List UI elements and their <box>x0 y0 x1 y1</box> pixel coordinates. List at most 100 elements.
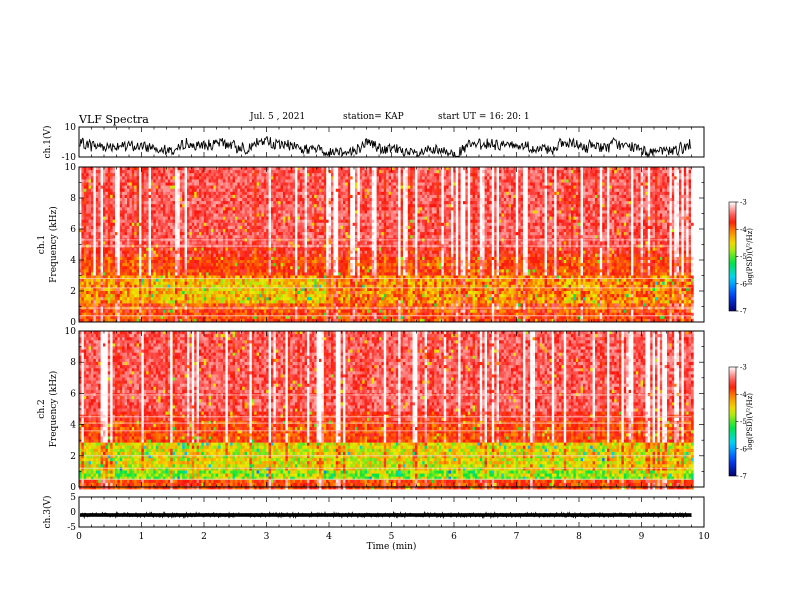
spectrogram-cell <box>175 223 178 226</box>
spectrogram-cell <box>182 294 185 297</box>
spectrogram-cell <box>182 254 185 257</box>
spectrogram-cell <box>91 217 94 220</box>
spectrogram-cell <box>187 170 190 173</box>
spectrogram-cell <box>149 279 152 282</box>
spectrogram-cell <box>269 291 272 294</box>
spectrogram-cell <box>237 316 240 319</box>
spectrogram-cell <box>170 316 173 319</box>
spectrogram-cell <box>283 266 286 269</box>
spectrogram-cell <box>302 226 305 229</box>
spectrogram-cell <box>235 294 238 297</box>
spectrogram-cell <box>93 204 96 207</box>
spectrogram-cell <box>101 291 104 294</box>
spectrogram-cell <box>278 173 281 176</box>
spectrogram-cell <box>122 210 125 213</box>
spectrogram-cell <box>273 186 276 189</box>
spectrogram-cell <box>91 316 94 319</box>
spectrogram-cell <box>221 167 224 170</box>
spectrogram-cell <box>261 291 264 294</box>
spectrogram-cell <box>309 279 312 282</box>
spectrogram-cell <box>194 282 197 285</box>
spectrogram-cell <box>139 207 142 210</box>
spectrogram-cell <box>259 198 262 201</box>
spectrogram-cell <box>98 214 101 217</box>
spectrogram-cell <box>127 232 130 235</box>
spectrogram-cell <box>103 291 106 294</box>
spectrogram-cell <box>305 248 308 251</box>
spectrogram-cell <box>281 189 284 192</box>
spectrogram-cell <box>165 210 168 213</box>
spectrogram-cell <box>187 288 190 291</box>
spectrogram-cell <box>125 232 128 235</box>
spectrogram-cell <box>115 235 118 238</box>
spectrogram-cell <box>173 173 176 176</box>
spectrogram-cell <box>223 232 226 235</box>
spectrogram-cell <box>177 183 180 186</box>
spectrogram-cell <box>156 272 159 275</box>
spectrogram-cell <box>91 170 94 173</box>
spectrogram-cell <box>266 254 269 257</box>
spectrogram-cell <box>187 217 190 220</box>
spectrogram-cell <box>165 263 168 266</box>
spectrogram-cell <box>187 241 190 244</box>
spectrogram-cell <box>235 217 238 220</box>
spectrogram-cell <box>197 214 200 217</box>
spectrogram-cell <box>288 220 291 223</box>
spectrogram-cell <box>110 241 113 244</box>
spectrogram-cell <box>257 186 260 189</box>
spectrogram-cell <box>91 210 94 213</box>
spectrogram-cell <box>89 272 92 275</box>
spectrogram-cell <box>98 297 101 300</box>
spectrogram-cell <box>259 189 262 192</box>
spectrogram-cell <box>276 214 279 217</box>
spectrogram-cell <box>235 210 238 213</box>
spectrogram-cell <box>297 220 300 223</box>
spectrogram-cell <box>170 173 173 176</box>
spectrogram-cell <box>221 220 224 223</box>
spectrogram-cell <box>237 266 240 269</box>
spectrogram-cell <box>249 235 252 238</box>
spectrogram-cell <box>293 291 296 294</box>
spectrogram-cell <box>312 210 315 213</box>
spectrogram-cell <box>132 310 135 313</box>
spectrogram-cell <box>189 226 192 229</box>
spectrogram-cell <box>175 291 178 294</box>
spectrogram-cell <box>86 201 89 204</box>
spectrogram-cell <box>156 291 159 294</box>
spectrogram-cell <box>204 204 207 207</box>
spectrogram-cell <box>91 186 94 189</box>
spectrogram-cell <box>81 300 84 303</box>
spectrogram-cell <box>221 223 224 226</box>
spectrogram-cell <box>117 235 120 238</box>
spectrogram-cell <box>192 201 195 204</box>
spectrogram-cell <box>89 251 92 254</box>
spectrogram-cell <box>137 176 140 179</box>
spectrogram-cell <box>163 297 166 300</box>
spectrogram-cell <box>276 232 279 235</box>
spectrogram-cell <box>293 195 296 198</box>
spectrogram-cell <box>173 204 176 207</box>
spectrogram-cell <box>252 232 255 235</box>
spectrogram-cell <box>194 272 197 275</box>
spectrogram-cell <box>230 207 233 210</box>
spectrogram-cell <box>259 266 262 269</box>
spectrogram-cell <box>153 204 156 207</box>
spectrogram-cell <box>225 300 228 303</box>
spectrogram-cell <box>144 303 147 306</box>
spectrogram-cell <box>259 297 262 300</box>
spectrogram-cell <box>300 303 303 306</box>
spectrogram-cell <box>151 269 154 272</box>
spectrogram-cell <box>206 251 209 254</box>
spectrogram-cell <box>153 201 156 204</box>
spectrogram-cell <box>161 279 164 282</box>
spectrogram-cell <box>192 316 195 319</box>
spectrogram-cell <box>252 210 255 213</box>
spectrogram-cell <box>206 266 209 269</box>
spectrogram-cell <box>240 186 243 189</box>
spectrogram-cell <box>264 176 267 179</box>
spectrogram-cell <box>197 241 200 244</box>
spectrogram-cell <box>144 300 147 303</box>
spectrogram-cell <box>125 294 128 297</box>
spectrogram-cell <box>273 251 276 254</box>
spectrogram-cell <box>249 173 252 176</box>
